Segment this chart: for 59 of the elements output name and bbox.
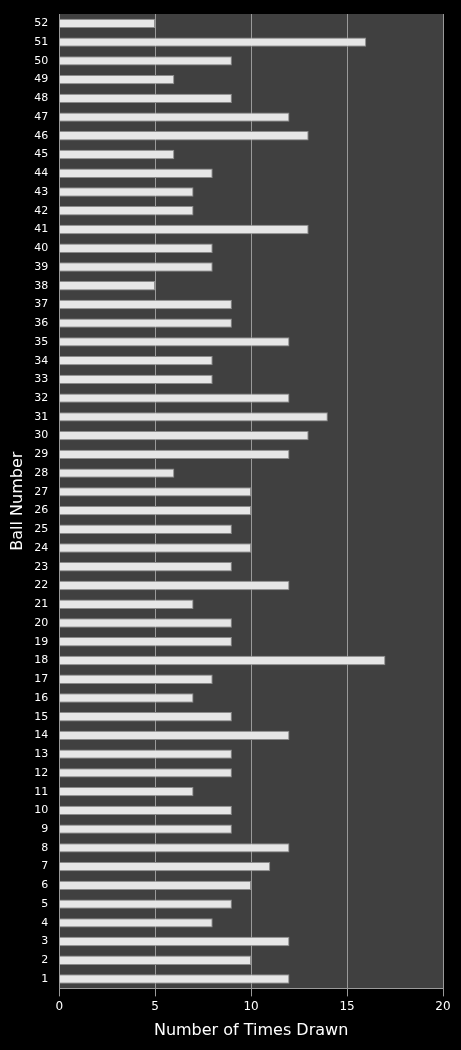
y-tick-label: 23 xyxy=(34,559,49,573)
y-tick-label: 22 xyxy=(34,578,49,592)
y-tick-label: 48 xyxy=(34,91,49,105)
y-tick-label: 31 xyxy=(34,409,49,423)
y-tick-label: 26 xyxy=(34,503,49,517)
y-tick-label: 42 xyxy=(34,203,49,217)
y-tick-label: 43 xyxy=(34,184,49,198)
y-tick-label: 50 xyxy=(34,53,49,67)
x-tick-label: 10 xyxy=(243,998,259,1013)
y-tick-label: 36 xyxy=(34,316,49,330)
y-tick-label: 33 xyxy=(34,372,49,386)
y-tick-label: 14 xyxy=(34,728,49,742)
y-tick-label: 3 xyxy=(41,934,49,948)
x-tick-label: 5 xyxy=(151,998,159,1013)
y-tick-label: 5 xyxy=(41,896,49,910)
x-tick-label: 0 xyxy=(55,998,64,1013)
y-tick-label: 25 xyxy=(34,522,49,536)
y-tick-label: 20 xyxy=(34,615,49,629)
y-tick-label: 29 xyxy=(34,447,49,461)
y-tick-label: 40 xyxy=(34,241,49,255)
y-tick-label: 16 xyxy=(34,690,49,704)
y-tick-label: 37 xyxy=(34,297,49,311)
y-tick-label: 9 xyxy=(41,821,49,835)
y-tick-label: 11 xyxy=(34,784,49,798)
y-tick-label: 15 xyxy=(34,709,49,723)
y-tick-label: 17 xyxy=(34,672,49,686)
y-tick-label: 10 xyxy=(34,803,49,817)
y-axis-title: Ball Number xyxy=(6,451,26,551)
y-tick-label: 24 xyxy=(34,540,49,554)
y-tick-label: 27 xyxy=(34,484,49,498)
y-tick-label: 32 xyxy=(34,391,49,404)
y-tick-label: 39 xyxy=(34,259,49,273)
y-tick-label: 4 xyxy=(41,915,49,929)
x-axis-title: Number of Times Drawn xyxy=(153,1019,349,1039)
y-tick-label: 46 xyxy=(34,128,49,142)
y-tick-label: 34 xyxy=(34,353,49,367)
y-tick-label: 1 xyxy=(41,971,49,985)
y-tick-label: 28 xyxy=(34,465,49,479)
y-tick-label: 41 xyxy=(34,222,49,236)
y-tick-label: 45 xyxy=(34,147,49,161)
y-tick-label: 7 xyxy=(41,859,49,873)
y-tick-label: 49 xyxy=(34,72,49,86)
y-tick-label: 8 xyxy=(41,840,49,854)
y-tick-label: 30 xyxy=(34,428,49,442)
y-tick-label: 2 xyxy=(41,953,49,967)
y-tick-label: 18 xyxy=(34,653,49,667)
x-tick-label: 15 xyxy=(339,998,355,1013)
y-tick-label: 12 xyxy=(34,765,49,779)
y-tick-label: 44 xyxy=(34,166,49,180)
y-tick-label: 6 xyxy=(41,878,49,892)
y-tick-label: 13 xyxy=(34,747,49,761)
y-tick-label: 52 xyxy=(34,16,49,30)
y-tick-label: 35 xyxy=(34,334,49,348)
x-tick-label: 20 xyxy=(435,998,451,1013)
y-tick-label: 38 xyxy=(34,278,49,292)
y-tick-label: 51 xyxy=(34,34,49,48)
y-tick-label: 19 xyxy=(34,634,49,648)
y-tick-label: 47 xyxy=(34,109,49,123)
y-tick-label: 21 xyxy=(34,597,49,611)
